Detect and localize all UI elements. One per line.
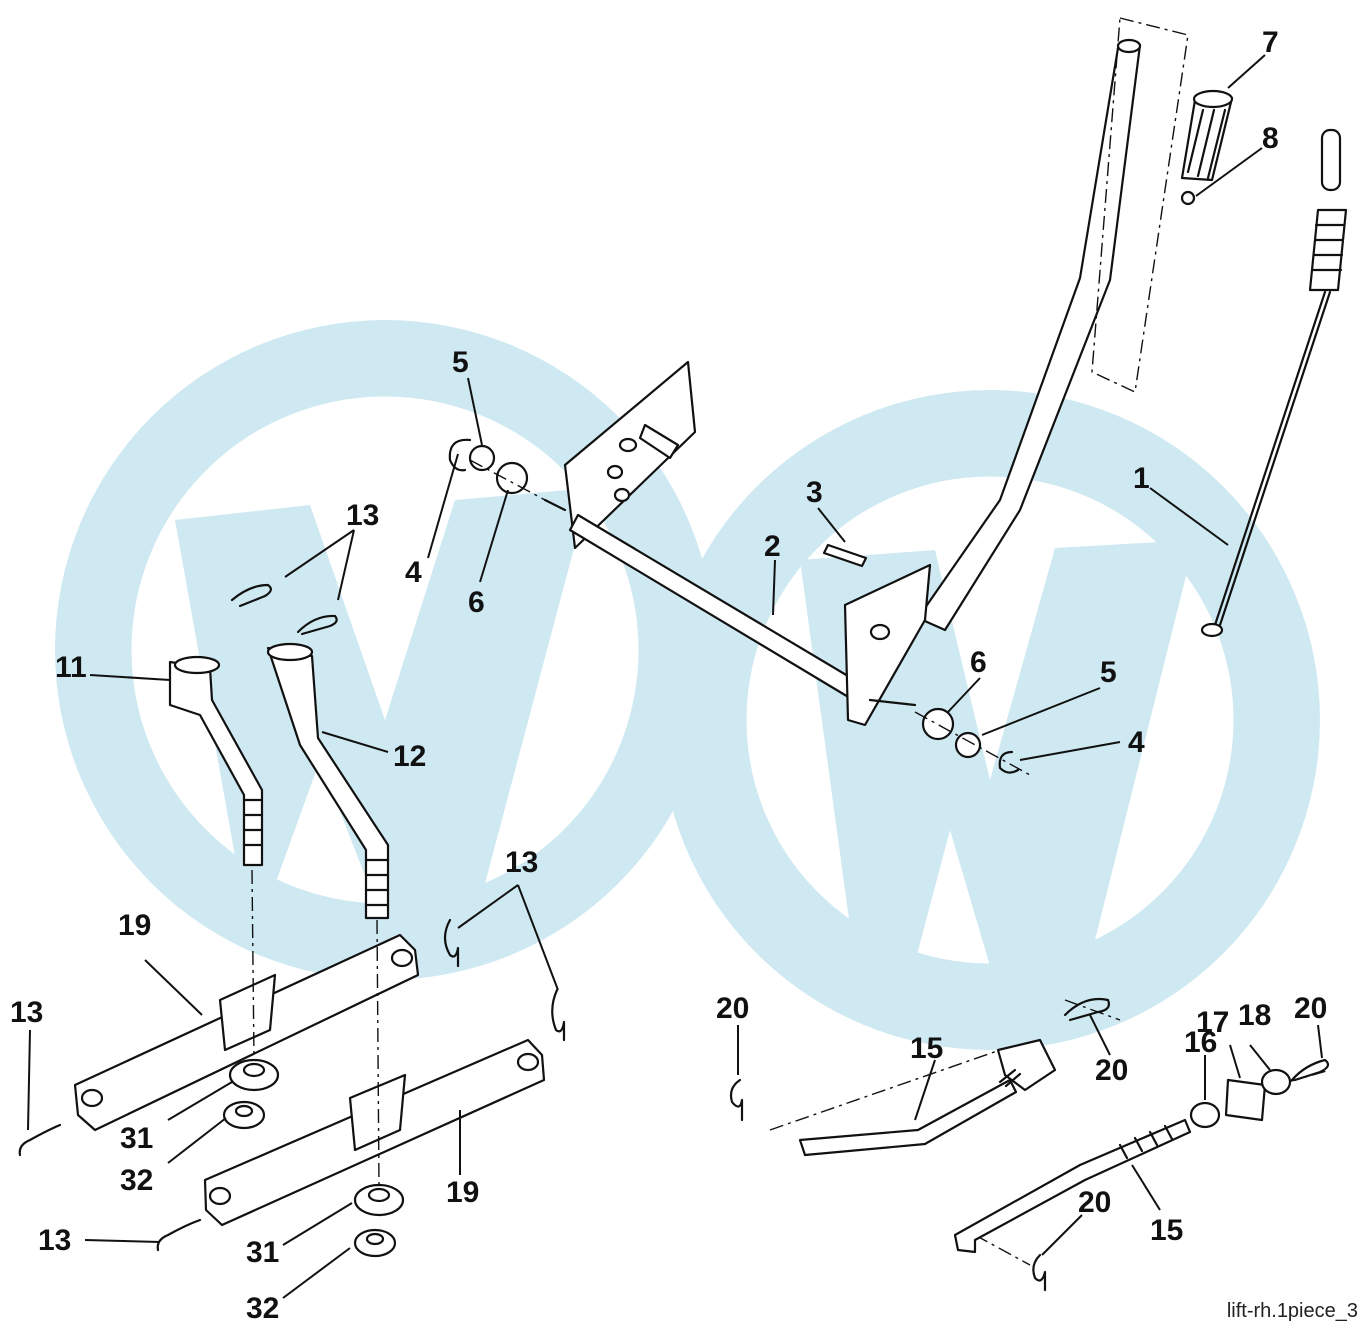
callout-4: 4	[1128, 726, 1145, 759]
left-hardware	[448, 438, 529, 495]
callout-20: 20	[716, 992, 749, 1025]
leader-lines	[27, 54, 1323, 1299]
callout-19: 19	[118, 909, 151, 942]
callout-32: 32	[120, 1164, 153, 1197]
callout-20: 20	[1078, 1186, 1111, 1219]
callout-5: 5	[1100, 656, 1117, 689]
lift-link-11	[168, 655, 264, 867]
callout-12: 12	[393, 740, 426, 773]
roll-pin	[822, 543, 868, 568]
callout-31: 31	[246, 1236, 279, 1269]
callout-3: 3	[806, 476, 823, 509]
lift-link-12	[266, 642, 390, 920]
lift-shaft	[543, 360, 932, 727]
callout-6: 6	[970, 646, 987, 679]
callout-7: 7	[1262, 26, 1279, 59]
callout-18: 18	[1238, 999, 1271, 1032]
adjuster-rod-upper	[798, 1038, 1057, 1157]
callout-17: 17	[1196, 1006, 1229, 1039]
hairpin-clips	[18, 583, 566, 1252]
callout-15: 15	[1150, 1214, 1183, 1247]
callout-16: 16	[1184, 1026, 1217, 1059]
right-hardware	[921, 707, 1020, 774]
callout-32: 32	[246, 1292, 279, 1325]
drawing-id-caption: lift-rh.1piece_3	[1226, 1300, 1358, 1322]
adjuster-rod-lower	[953, 1068, 1292, 1254]
lift-handle	[916, 17, 1189, 632]
callout-13: 13	[10, 996, 43, 1029]
callout-31: 31	[120, 1122, 153, 1155]
callout-15: 15	[910, 1032, 943, 1065]
callout-20: 20	[1294, 992, 1327, 1025]
handle-grip	[1180, 89, 1234, 206]
callout-8: 8	[1262, 122, 1279, 155]
callout-4: 4	[405, 556, 422, 589]
watermark-gear-right	[660, 390, 1320, 1050]
callout-1: 1	[1133, 462, 1150, 495]
callout-13: 13	[505, 846, 538, 879]
callout-5: 5	[452, 346, 469, 379]
watermark-gear-left	[55, 320, 715, 980]
callout-20: 20	[1095, 1054, 1128, 1087]
callout-13: 13	[346, 499, 379, 532]
callout-2: 2	[764, 530, 781, 563]
lift-cable	[1200, 128, 1348, 638]
callout-6: 6	[468, 586, 485, 619]
bushings-and-nuts	[222, 1058, 405, 1258]
lift-arm-lower	[203, 1038, 546, 1227]
callouts: 7 8 1 5 4 6 3 2 13 11 12 6 5 4 13 19 13 …	[10, 26, 1327, 1325]
lift-arm-upper	[73, 933, 420, 1132]
callout-11: 11	[55, 651, 87, 684]
hairpin-clips-20	[729, 997, 1330, 1292]
callout-13: 13	[38, 1224, 71, 1257]
callout-19: 19	[446, 1176, 479, 1209]
